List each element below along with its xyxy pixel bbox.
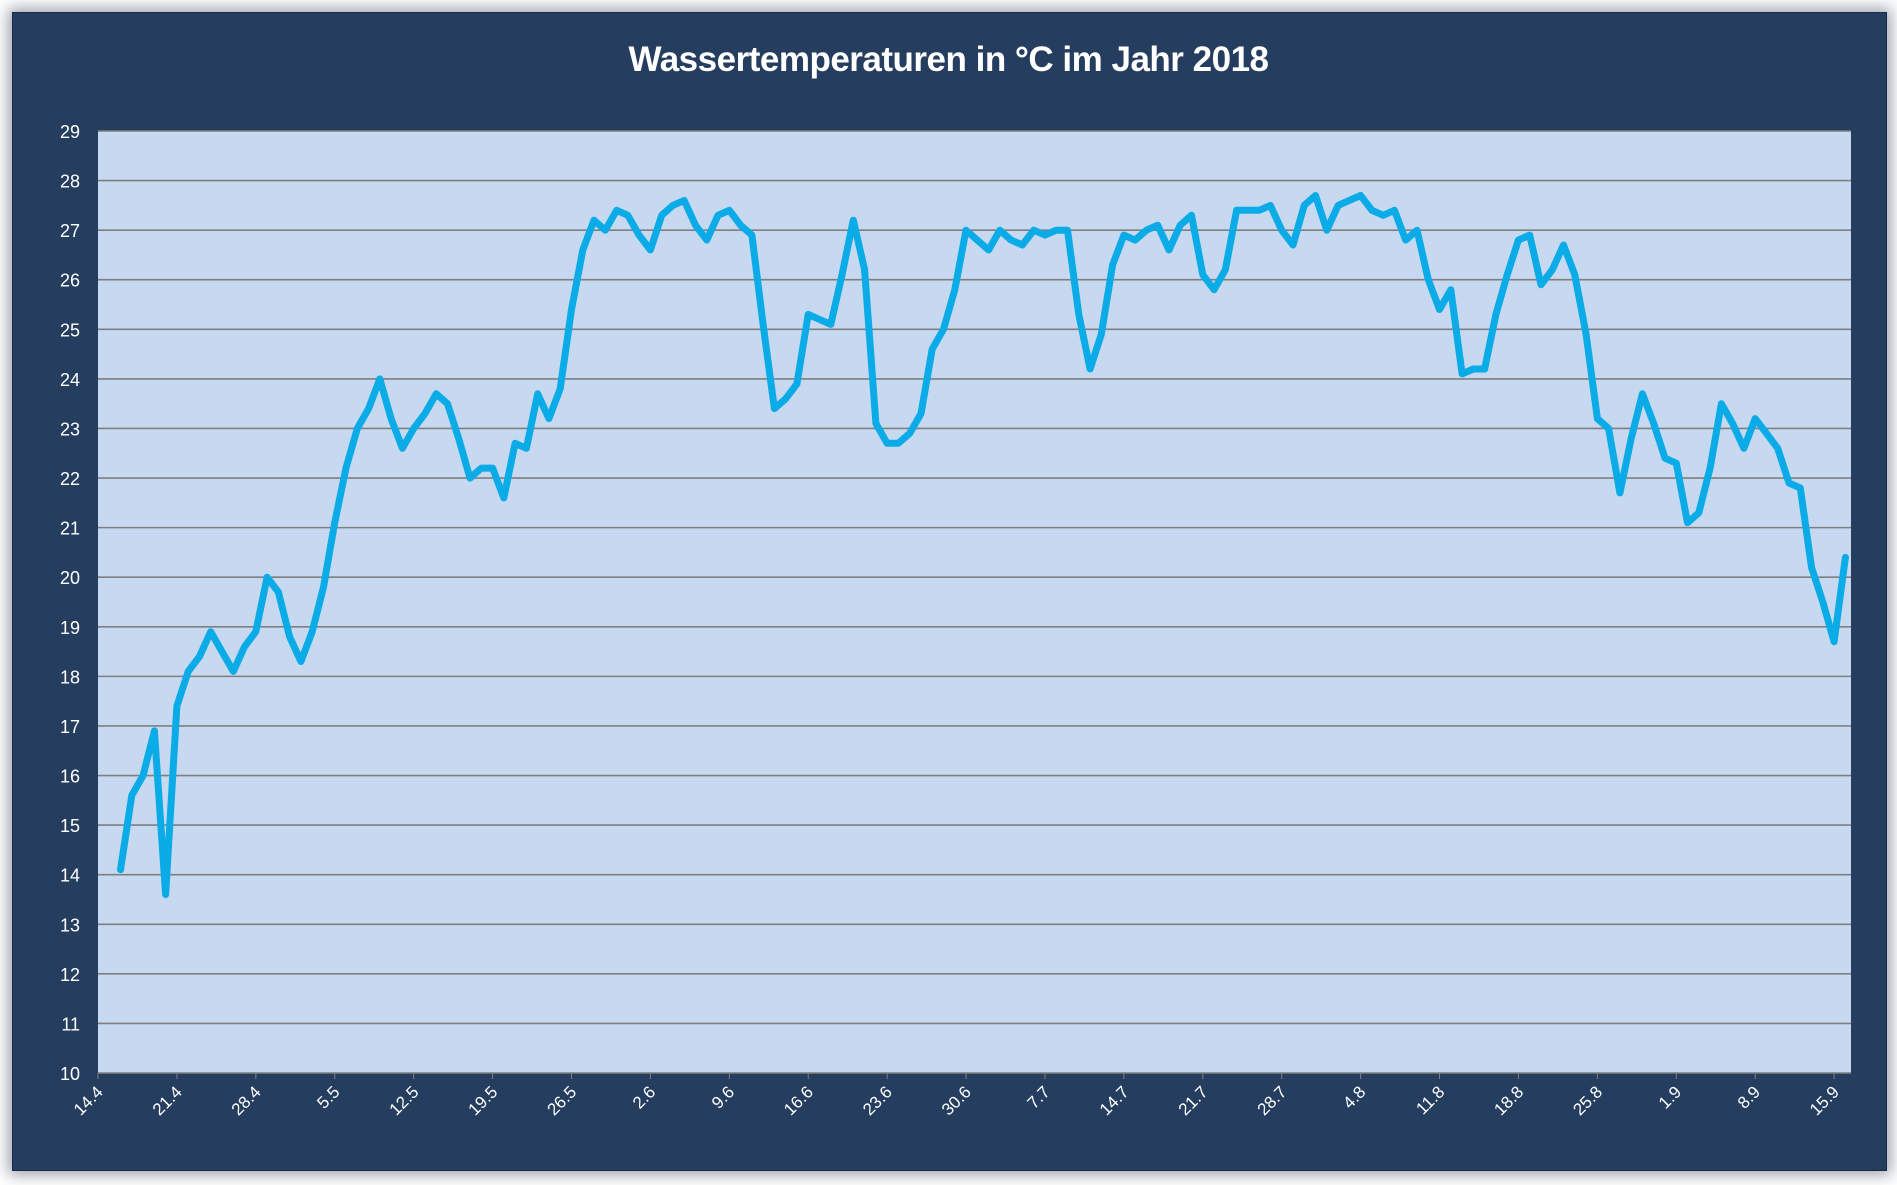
x-tick-label: 14.4 [70,1082,107,1119]
x-tick-label: 16.6 [780,1082,817,1119]
x-tick-label: 30.6 [938,1082,975,1119]
y-tick-label: 11 [61,1014,80,1034]
y-tick-label: 14 [60,866,80,886]
series-layer [117,192,1849,898]
y-tick-label: 13 [60,915,80,935]
x-tick-label: 5.5 [313,1082,343,1112]
x-tick-label: 8.9 [1734,1082,1764,1112]
x-tick-label: 21.4 [149,1082,186,1119]
y-tick-label: 26 [60,271,80,291]
x-tick-label: 25.8 [1569,1082,1606,1119]
x-tick-label: 15.9 [1806,1082,1843,1119]
x-tick-label: 2.6 [629,1082,659,1112]
y-tick-label: 18 [60,667,80,687]
y-tick-label: 12 [60,965,80,985]
y-tick-label: 28 [60,172,80,192]
x-tick-label: 28.7 [1254,1082,1291,1119]
y-tick-label: 24 [60,370,80,390]
y-axis: 10 11 12 13 14 15 16 17 18 19 20 21 22 23 24 25 26 27 28 29 [60,122,80,1084]
y-tick-label: 27 [60,221,80,241]
x-tick-label: 28.4 [228,1082,265,1119]
chart-title: Wassertemperaturen in °C im Jahr 2018 [628,40,1269,79]
y-tick-label: 19 [60,618,80,638]
y-tick-label: 22 [60,469,80,489]
x-tick-label: 21.7 [1175,1082,1212,1119]
x-tick-label: 11.8 [1412,1082,1448,1118]
y-tick-label: 20 [60,568,80,588]
y-tick-label: 21 [60,519,80,539]
x-axis: 14.4 21.4 28.4 5.5 12.5 19.5 26.5 2.6 9.6 16.6 23.… [70,1073,1843,1119]
x-tick-label: 1.9 [1655,1082,1685,1112]
x-tick-label: 18.8 [1490,1082,1527,1119]
y-tick-label: 17 [60,717,80,737]
y-tick-label: 23 [60,419,80,439]
y-tick-label: 10 [60,1064,80,1084]
x-tick-label: 19.5 [465,1082,502,1119]
y-tick-label: 16 [60,767,80,787]
x-tick-label: 7.7 [1024,1082,1054,1112]
y-tick-label: 25 [60,320,80,340]
y-tick-label: 29 [60,122,80,142]
x-tick-label: 4.8 [1339,1082,1369,1112]
series-line [117,192,1849,898]
x-tick-label: 9.6 [708,1082,738,1112]
y-tick-label: 15 [60,816,80,836]
x-tick-label: 23.6 [859,1082,896,1119]
x-tick-label: 14.7 [1096,1082,1133,1119]
grid-lines [98,130,1851,1074]
x-tick-label: 26.5 [543,1082,580,1119]
x-tick-label: 12.5 [386,1082,423,1119]
plot-area [98,131,1851,1073]
